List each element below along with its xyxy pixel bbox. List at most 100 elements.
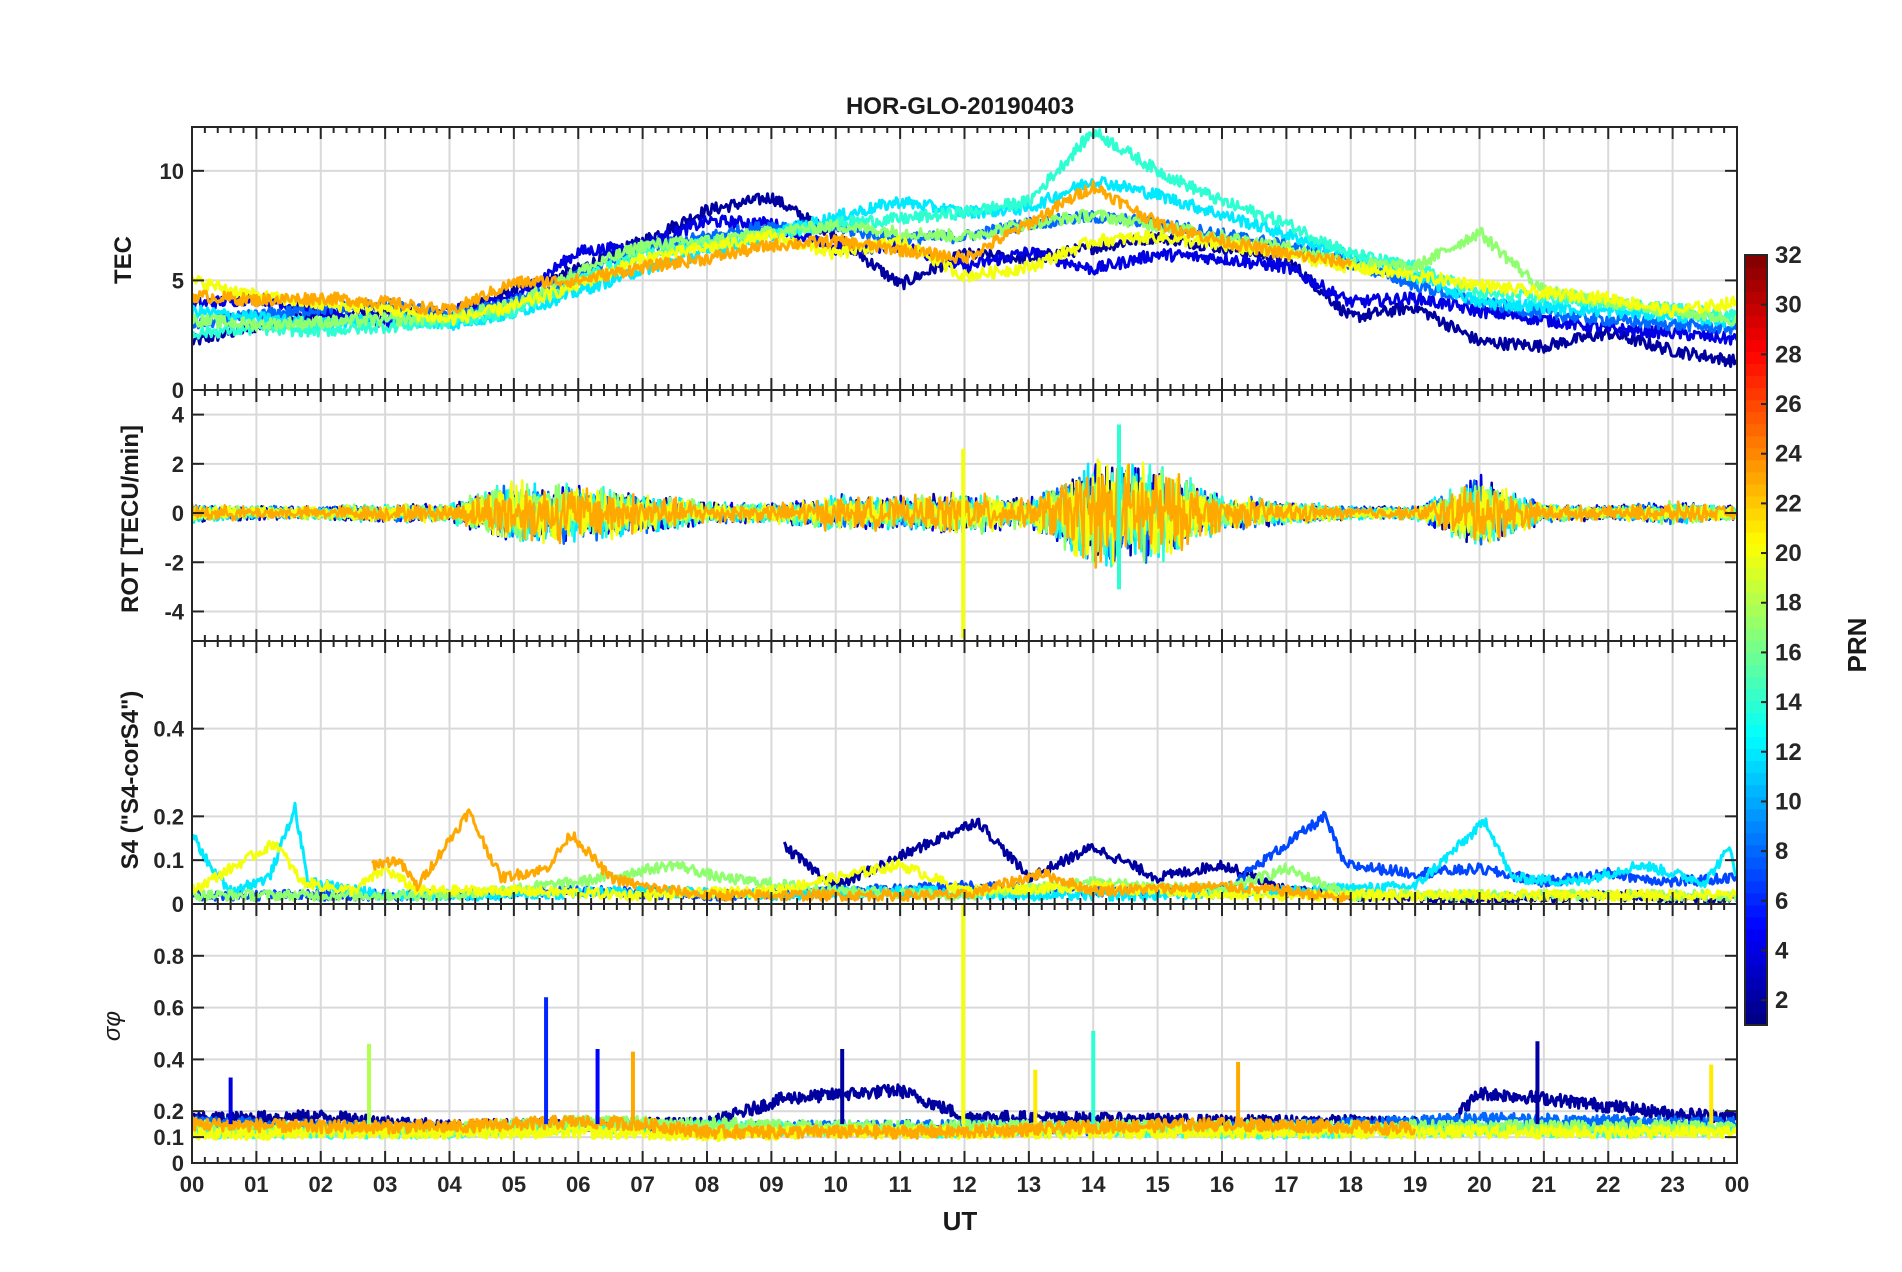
- colorbar-band: [1745, 904, 1767, 918]
- x-tick-label: 15: [1145, 1172, 1169, 1197]
- colorbar-band: [1745, 712, 1767, 726]
- x-tick-label: 23: [1660, 1172, 1684, 1197]
- colorbar-band: [1745, 964, 1767, 978]
- rot-y-label: ROT [TECU/min]: [117, 425, 144, 613]
- colorbar-band: [1745, 315, 1767, 328]
- colorbar-band: [1745, 844, 1767, 858]
- colorbar-band: [1745, 664, 1767, 677]
- colorbar-band: [1745, 952, 1767, 966]
- chart-title: HOR-GLO-20190403: [846, 93, 1074, 120]
- y-tick-label: 2: [172, 452, 184, 477]
- colorbar-band: [1745, 676, 1767, 689]
- colorbar-tick-label: 16: [1775, 639, 1802, 666]
- colorbar-band: [1745, 435, 1767, 449]
- data-layer: [192, 904, 1737, 1143]
- colorbar-band: [1745, 375, 1767, 389]
- colorbar-tick-label: 26: [1775, 391, 1802, 418]
- x-tick-label: 19: [1403, 1172, 1427, 1197]
- colorbar-tick-label: 18: [1775, 590, 1802, 617]
- x-axis-ticks: 00 01 02 03 04 05 06 07 08 09 10 11 12 13 14 15 16 17 18 19…: [180, 1172, 1749, 1197]
- panel-sigma-phi: 00.10.2 0.4 0.6 0.8 σφ: [99, 903, 1738, 1176]
- series-prn-23: [371, 808, 1352, 904]
- series-prn-23: [192, 1114, 1416, 1140]
- tec-plot-area: [191, 126, 1738, 391]
- s4-y-ticks: 0 0.1 0.2 0.4: [153, 717, 184, 917]
- colorbar-band: [1745, 760, 1767, 774]
- y-tick-label: 4: [172, 403, 185, 428]
- colorbar-tick-label: 6: [1775, 888, 1788, 915]
- colorbar-band: [1745, 291, 1767, 304]
- y-tick-label: 0.4: [153, 717, 184, 742]
- colorbar-tick-label: 14: [1775, 689, 1802, 716]
- x-tick-label: 01: [244, 1172, 268, 1197]
- colorbar-tick-label: 4: [1775, 937, 1789, 964]
- colorbar-band: [1745, 591, 1767, 605]
- colorbar-band: [1745, 531, 1767, 545]
- x-tick-label: 14: [1081, 1172, 1106, 1197]
- x-tick-label: 08: [695, 1172, 719, 1197]
- panel-s4: 0 0.1 0.2 0.4 S4 ("S4-corS4"): [117, 640, 1738, 917]
- y-tick-label: 0.8: [153, 944, 184, 969]
- y-tick-label: 5: [172, 268, 184, 293]
- colorbar-band: [1745, 820, 1767, 834]
- colorbar-band: [1745, 1000, 1767, 1014]
- x-tick-label: 22: [1596, 1172, 1620, 1197]
- colorbar-tick-label: 10: [1775, 788, 1802, 815]
- x-tick-label: 21: [1532, 1172, 1556, 1197]
- x-tick-label: 18: [1339, 1172, 1363, 1197]
- colorbar-band: [1745, 940, 1767, 954]
- colorbar-band: [1745, 724, 1767, 738]
- colorbar-tick-label: 12: [1775, 739, 1802, 766]
- series-prn-20: [192, 229, 1737, 327]
- y-tick-label: 0.6: [153, 996, 184, 1021]
- colorbar-band: [1745, 736, 1767, 750]
- colorbar-band: [1745, 688, 1767, 701]
- x-tick-label: 17: [1274, 1172, 1298, 1197]
- colorbar-frame: [1744, 254, 1768, 1026]
- colorbar-tick-label: 24: [1775, 441, 1802, 468]
- x-tick-label: 20: [1467, 1172, 1491, 1197]
- x-tick-label: 00: [1725, 1172, 1749, 1197]
- colorbar-band: [1745, 303, 1767, 316]
- x-tick-label: 11: [888, 1172, 911, 1197]
- x-tick-label: 07: [630, 1172, 654, 1197]
- y-tick-label: -4: [164, 599, 184, 624]
- colorbar-band: [1745, 652, 1767, 665]
- colorbar-band: [1745, 267, 1767, 280]
- y-tick-label: 0: [172, 501, 184, 526]
- colorbar-band: [1745, 832, 1767, 846]
- x-tick-label: 10: [824, 1172, 848, 1197]
- colorbar-band: [1745, 543, 1767, 557]
- colorbar-band: [1745, 892, 1767, 906]
- colorbar-band: [1745, 411, 1767, 425]
- tec-y-label: TEC: [110, 236, 137, 284]
- x-tick-label: 00: [180, 1172, 204, 1197]
- y-tick-label: 0.4: [153, 1047, 184, 1072]
- colorbar-band: [1745, 339, 1767, 353]
- colorbar-band: [1745, 808, 1767, 822]
- colorbar-band: [1745, 495, 1767, 509]
- colorbar-tick-label: 8: [1775, 838, 1788, 865]
- colorbar-band: [1745, 976, 1767, 990]
- y-tick-label: 0.2: [153, 804, 184, 829]
- colorbar-band: [1745, 700, 1767, 713]
- data-layer: [192, 128, 1737, 368]
- y-tick-label: 0.2: [153, 1099, 184, 1124]
- colorbar-band: [1745, 279, 1767, 292]
- y-tick-label: 10: [160, 159, 184, 184]
- colorbar-band: [1745, 423, 1767, 437]
- x-tick-label: 12: [952, 1172, 976, 1197]
- sigma-phi-y-ticks: 00.10.2 0.4 0.6 0.8: [153, 944, 184, 1176]
- rot-y-ticks: -4 -2 0 2 4: [164, 403, 184, 625]
- panel-rot: -4 -2 0 2 4 ROT [TECU/min]: [117, 389, 1738, 642]
- colorbar-tick-label: 22: [1775, 490, 1802, 517]
- colorbar-band: [1745, 928, 1767, 942]
- colorbar-band: [1745, 880, 1767, 894]
- colorbar-band: [1745, 327, 1767, 341]
- y-tick-label: 0.1: [153, 1125, 184, 1150]
- y-tick-label: 0: [172, 378, 184, 403]
- colorbar-band: [1745, 519, 1767, 533]
- s4-plot-area: [191, 640, 1738, 905]
